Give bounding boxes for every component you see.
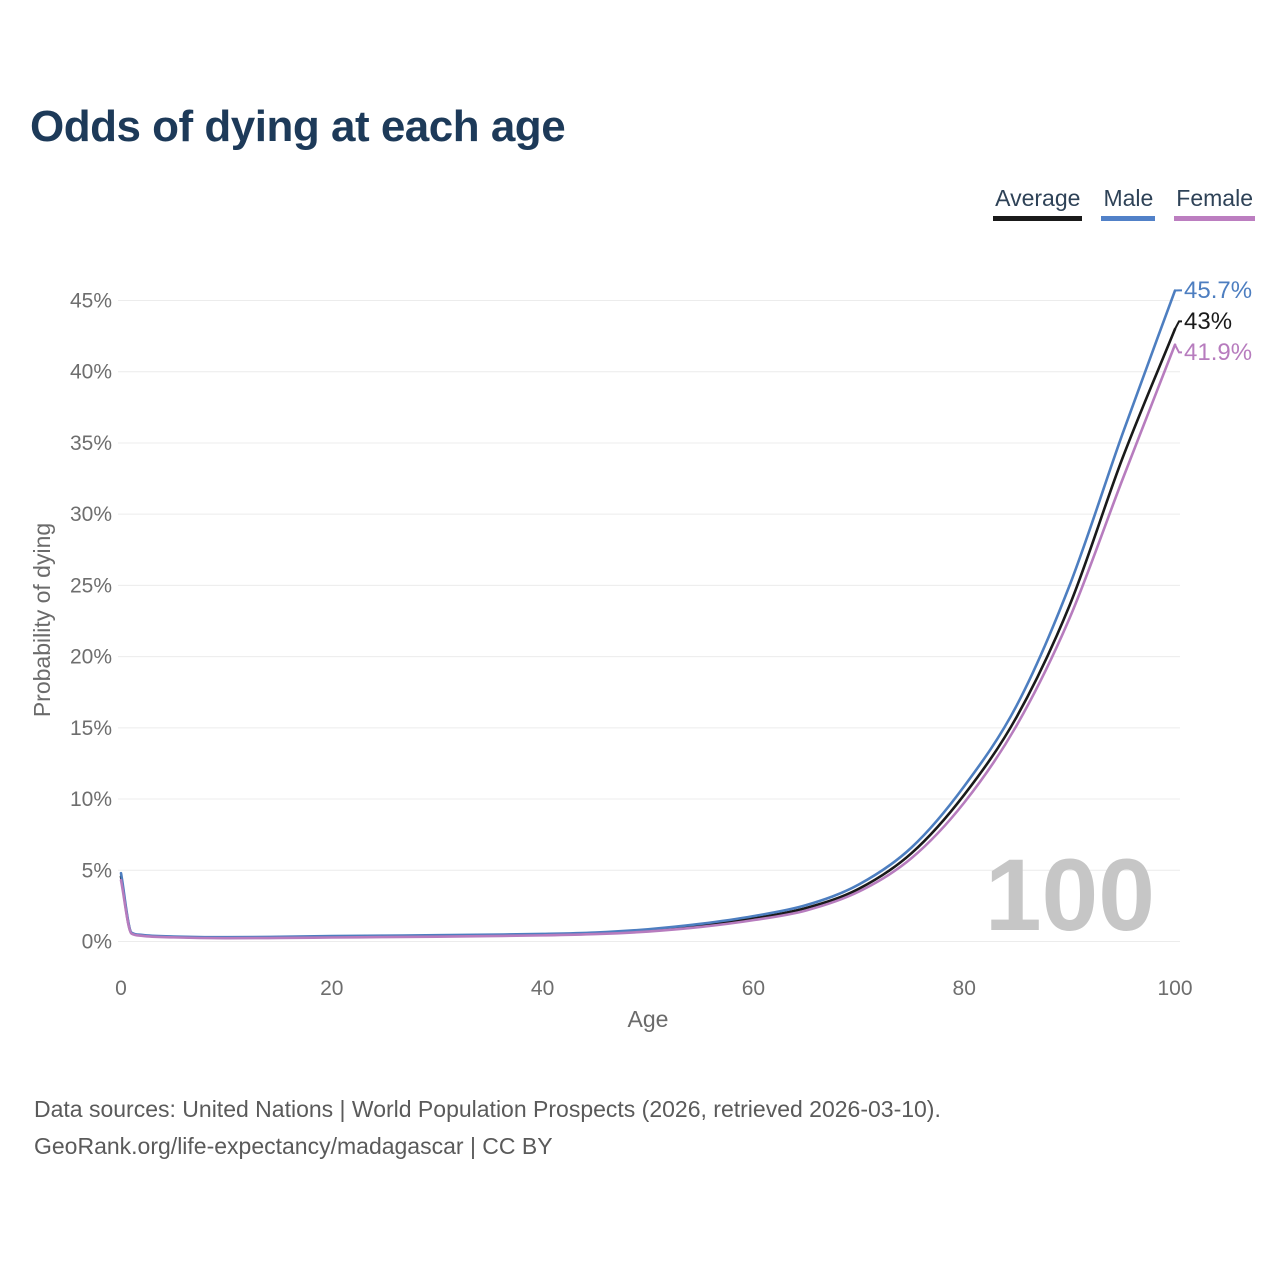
y-tick-label-10: 10% — [70, 788, 112, 811]
y-tick-label-30: 30% — [70, 503, 112, 526]
y-tick-label-15: 15% — [70, 717, 112, 740]
age-watermark: 100 — [985, 838, 1155, 952]
y-tick-label-5: 5% — [82, 859, 112, 882]
legend-item-female[interactable]: Female — [1174, 185, 1255, 222]
y-axis-title: Probability of dying — [29, 522, 55, 718]
y-tick-label-25: 25% — [70, 574, 112, 597]
x-tick-label-80: 80 — [953, 977, 976, 1000]
x-tick-label-100: 100 — [1157, 977, 1192, 1000]
end-label-male: 45.7% — [1184, 277, 1252, 304]
y-tick-label-20: 20% — [70, 646, 112, 669]
footer: Data sources: United Nations | World Pop… — [34, 1091, 1234, 1165]
x-axis-title: Age — [627, 1006, 669, 1032]
legend-item-average[interactable]: Average — [993, 185, 1083, 222]
end-label-female: 41.9% — [1184, 339, 1252, 366]
y-tick-label-40: 40% — [70, 361, 112, 384]
x-tick-label-60: 60 — [742, 977, 765, 1000]
y-tick-label-35: 35% — [70, 432, 112, 455]
chart-canvas[interactable]: 0% 5% 10% 15% 20% 25% 30% 35% 40% 45% 0 20 40 60 80 100… — [0, 0, 1280, 1070]
footer-sources-line: Data sources: United Nations | World Pop… — [34, 1096, 941, 1122]
end-label-leader-female — [1174, 344, 1182, 354]
x-tick-label-40: 40 — [531, 977, 554, 1000]
page-title: Odds of dying at each age — [30, 102, 566, 151]
legend: Average Male Female — [993, 185, 1255, 222]
y-tick-label-45: 45% — [70, 290, 112, 313]
legend-item-male[interactable]: Male — [1101, 185, 1156, 222]
end-label-average: 43% — [1184, 308, 1232, 335]
x-tick-label-20: 20 — [320, 977, 343, 1000]
y-tick-label-0: 0% — [82, 931, 112, 954]
footer-attribution-line: GeoRank.org/life-expectancy/madagascar |… — [34, 1133, 553, 1159]
x-tick-label-0: 0 — [115, 977, 127, 1000]
end-label-leader-average — [1174, 320, 1182, 330]
series-line-female — [119, 343, 1177, 940]
